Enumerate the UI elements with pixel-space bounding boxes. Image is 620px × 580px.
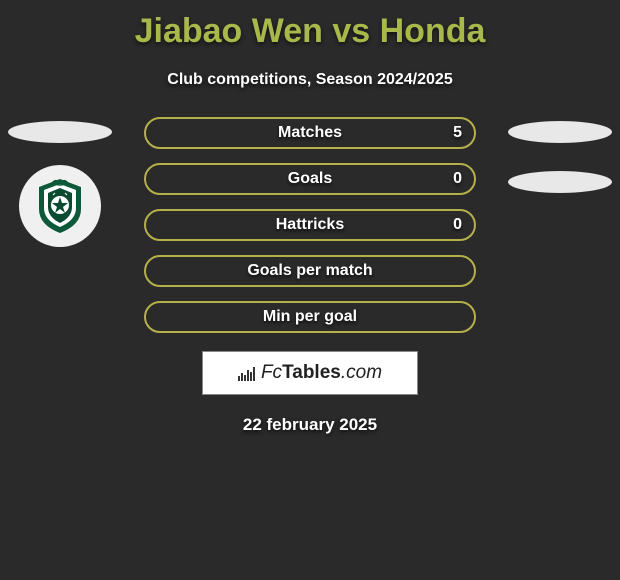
stat-label: Hattricks [276, 216, 344, 234]
stats-column: Matches 5 Goals 0 Hattricks 0 Goals per … [134, 117, 486, 333]
content-row: Matches 5 Goals 0 Hattricks 0 Goals per … [0, 117, 620, 333]
subtitle: Club competitions, Season 2024/2025 [0, 71, 620, 89]
fctables-logo[interactable]: FcTables.com [202, 351, 418, 395]
stat-bar-hattricks: Hattricks 0 [144, 209, 476, 241]
chart-icon [238, 365, 255, 381]
stat-label: Min per goal [263, 308, 357, 326]
stat-label: Goals [288, 170, 332, 188]
stat-bar-matches: Matches 5 [144, 117, 476, 149]
left-club-badge-container [19, 165, 101, 247]
stat-bar-goals: Goals 0 [144, 163, 476, 195]
left-player-column [8, 117, 112, 247]
stat-value-right: 0 [453, 216, 462, 234]
logo-text: FcTables.com [261, 362, 382, 384]
right-player-ellipse-bottom [508, 171, 612, 193]
club-badge-icon [29, 175, 91, 237]
logo-prefix: Fc [261, 362, 282, 383]
infographic-container: Jiabao Wen vs Honda Club competitions, S… [0, 0, 620, 445]
stat-value-right: 0 [453, 170, 462, 188]
left-player-ellipse [8, 121, 112, 143]
stat-bar-min-per-goal: Min per goal [144, 301, 476, 333]
page-title: Jiabao Wen vs Honda [0, 12, 620, 51]
logo-suffix: .com [341, 362, 382, 383]
stat-value-right: 5 [453, 124, 462, 142]
logo-bold: Tables [282, 362, 341, 383]
stat-label: Matches [278, 124, 342, 142]
stat-bar-goals-per-match: Goals per match [144, 255, 476, 287]
stat-label: Goals per match [247, 262, 372, 280]
right-player-column [508, 117, 612, 193]
date-text: 22 february 2025 [0, 415, 620, 435]
right-player-ellipse-top [508, 121, 612, 143]
